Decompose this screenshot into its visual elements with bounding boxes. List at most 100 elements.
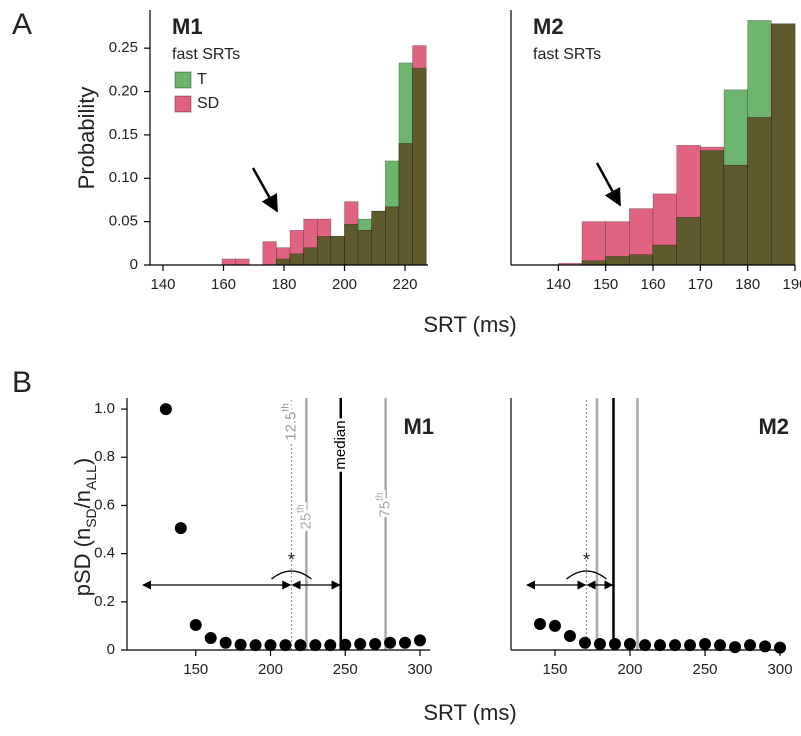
x-tick-label: 220 [392, 276, 417, 293]
bar-overlap [771, 23, 796, 266]
bar-overlap [700, 150, 725, 266]
y-tick-label: 0.2 [94, 593, 115, 610]
bar-overlap [303, 247, 318, 266]
x-tick-label: 300 [768, 661, 793, 678]
percentile-label-suffix: th [296, 504, 307, 512]
panel-subtitle: fast SRTs [533, 46, 601, 63]
percentile-label-suffix: th [375, 492, 386, 500]
label-part: pSD (n [70, 528, 95, 596]
significance-mark: * [288, 550, 295, 570]
y-tick-label: 1.0 [94, 400, 115, 417]
bar-sd [262, 241, 277, 266]
panel-title: M2 [533, 14, 564, 39]
legend-label: SD [197, 95, 219, 112]
data-point [669, 639, 682, 652]
percentile-label-text: 25 [297, 513, 314, 530]
label-part: /n [70, 490, 95, 508]
y-tick-label: 0.4 [94, 545, 115, 562]
bar-overlap [385, 206, 400, 266]
data-point [174, 522, 187, 535]
bar-overlap [723, 164, 748, 266]
bar-overlap [676, 216, 701, 266]
x-tick-label: 250 [333, 661, 358, 678]
bar-overlap [344, 223, 359, 266]
data-point [189, 618, 202, 631]
percentile-label: median [332, 420, 349, 469]
data-point [563, 630, 576, 643]
panel-title: M1 [172, 14, 203, 39]
legend-swatch [174, 95, 192, 113]
percentile-label: 25th [296, 504, 315, 529]
bar-overlap [412, 67, 427, 266]
data-point [249, 639, 262, 652]
panel-label: B [12, 366, 32, 399]
x-tick-label: 170 [688, 276, 713, 293]
data-point [369, 637, 382, 650]
bar-overlap [330, 236, 345, 266]
data-point [744, 639, 757, 652]
x-tick-label: 180 [735, 276, 760, 293]
bar-overlap [652, 244, 677, 266]
percentile-label-text: 75 [377, 501, 394, 518]
x-tick-label: 200 [332, 276, 357, 293]
bar-sd [235, 258, 250, 266]
data-point [684, 639, 697, 652]
data-point [638, 639, 651, 652]
data-point [413, 634, 426, 647]
bar-overlap [371, 210, 386, 266]
percentile-label-suffix: th [281, 403, 292, 411]
x-tick-label: 160 [211, 276, 236, 293]
data-point [204, 631, 217, 644]
y-axis-label: Probability [74, 87, 99, 190]
data-point [759, 640, 772, 653]
pointer-arrow [595, 162, 622, 207]
bar-overlap [629, 254, 654, 266]
data-point [234, 638, 247, 651]
x-tick-label: 200 [258, 661, 283, 678]
x-axis-label: SRT (ms) [423, 700, 516, 725]
y-tick-label: 0.05 [109, 213, 138, 230]
comparison-arc [566, 570, 607, 580]
y-tick-label: 0.6 [94, 496, 115, 513]
x-tick-label: 180 [271, 276, 296, 293]
percentile-label: 12.5th [281, 403, 300, 441]
significance-mark: * [583, 550, 590, 570]
bar-overlap [747, 117, 772, 266]
x-tick-label: 150 [542, 661, 567, 678]
bar-overlap [605, 256, 630, 266]
data-point [294, 639, 307, 652]
y-tick-label: 0.15 [109, 126, 138, 143]
data-point [354, 637, 367, 650]
bar-overlap [289, 253, 304, 266]
data-point [654, 639, 667, 652]
data-point [714, 639, 727, 652]
label-sub: ALL [83, 465, 99, 490]
data-point [309, 639, 322, 652]
data-point [548, 619, 561, 632]
comparison-arc [271, 570, 312, 580]
bar-overlap [276, 258, 291, 266]
bar-sd [221, 258, 236, 266]
x-tick-label: 300 [407, 661, 432, 678]
data-point [279, 639, 292, 652]
x-tick-label: 140 [150, 276, 175, 293]
y-tick-label: 0.25 [109, 39, 138, 56]
data-point [578, 636, 591, 649]
panel-label: A [12, 8, 32, 41]
panel-subtitle: fast SRTs [172, 46, 240, 63]
bar-overlap [357, 230, 373, 266]
data-point [159, 403, 172, 416]
label-sub: SD [83, 508, 99, 527]
y-tick-label: 0.20 [109, 82, 138, 99]
data-point [533, 617, 546, 630]
data-point [399, 636, 412, 649]
x-tick-label: 250 [693, 661, 718, 678]
x-tick-label: 150 [593, 276, 618, 293]
legend-label: T [197, 71, 207, 88]
x-tick-label: 200 [617, 661, 642, 678]
bar-sd [581, 221, 606, 266]
data-point [339, 638, 352, 651]
data-point [324, 639, 337, 652]
x-tick-label: 140 [546, 276, 571, 293]
